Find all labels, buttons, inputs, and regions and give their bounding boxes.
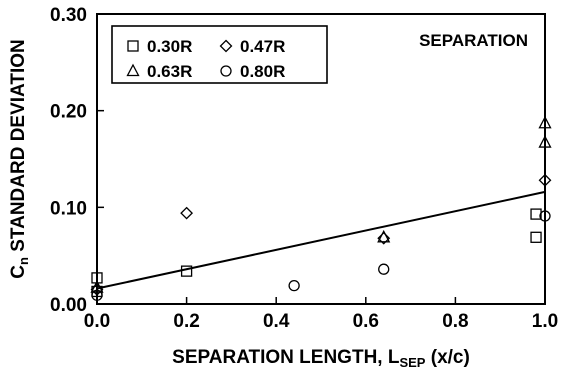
x-tick-label: 0.8: [442, 311, 468, 332]
fit-line: [96, 190, 546, 290]
x-tick-label: 0.6: [353, 311, 379, 332]
y-tick-label: 0.30: [50, 5, 87, 26]
legend-marker-triangle: [126, 63, 140, 77]
data-points-layer: [90, 115, 552, 301]
y-axis-label-main: C: [8, 265, 29, 279]
separation-annotation: SEPARATION: [419, 31, 528, 50]
legend-items: 0.30R 0.47R 0.63R 0.80R: [126, 37, 285, 81]
x-tick-label: 0.2: [173, 311, 199, 332]
legend-label: 0.63R: [147, 62, 192, 81]
legend-label: 0.80R: [240, 62, 285, 81]
x-tick-label: 1.0: [532, 311, 558, 332]
data-point-circle: [539, 210, 551, 222]
legend-marker-circle: [220, 65, 232, 77]
y-axis-label: Cn STANDARD DEVIATION: [8, 39, 31, 278]
data-point-triangle: [538, 135, 552, 148]
data-point-diamond: [538, 173, 552, 187]
y-axis-label-sub: n: [16, 257, 31, 265]
data-point-square: [530, 208, 542, 220]
data-point-triangle: [377, 229, 391, 243]
data-point-square: [530, 231, 542, 243]
legend-box: [111, 25, 328, 84]
axis-ticks: 0.0 0.2 0.4 0.6 0.8 1.0 0.00 0.10 0.20 0.30: [50, 5, 558, 332]
x-axis-label-sub: SEP: [399, 355, 425, 370]
y-tick-label: 0.20: [50, 102, 87, 123]
fit-line-layer: [96, 190, 546, 290]
data-point-circle: [288, 279, 300, 292]
data-point-square: [180, 265, 193, 277]
x-tick-label: 0.0: [84, 311, 110, 332]
plot-area: [96, 13, 546, 305]
x-tick-label: 0.4: [263, 311, 290, 332]
data-point-diamond: [180, 206, 194, 220]
data-point-diamond: [377, 231, 391, 245]
data-point-circle: [91, 289, 103, 301]
data-point-circle: [378, 263, 390, 275]
legend: 0.30R 0.47R 0.63R 0.80R: [111, 25, 328, 84]
legend-label: 0.47R: [240, 37, 285, 56]
x-axis-label: SEPARATION LENGTH, LSEP (x/c): [172, 347, 470, 370]
y-tick-label: 0.00: [50, 295, 87, 316]
y-axis-label-tail: STANDARD DEVIATION: [8, 39, 29, 257]
x-axis-label-tail: (x/c): [425, 347, 469, 368]
data-point-triangle: [538, 115, 552, 129]
legend-label: 0.30R: [147, 37, 192, 56]
data-point-triangle: [90, 280, 104, 293]
legend-marker-square: [127, 40, 139, 52]
legend-marker-diamond: [219, 39, 233, 53]
y-tick-label: 0.10: [50, 198, 87, 219]
x-axis-label-main: SEPARATION LENGTH, L: [172, 347, 400, 368]
